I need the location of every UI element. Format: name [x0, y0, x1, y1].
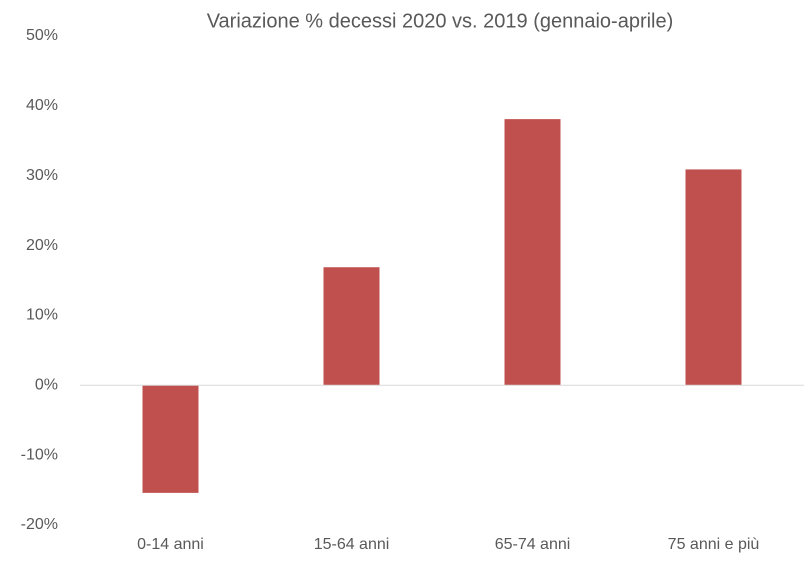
chart-title: Variazione % decessi 2020 vs. 2019 (genn…	[207, 10, 674, 32]
bar	[323, 267, 380, 386]
x-tick-label: 0-14 anni	[137, 536, 204, 553]
y-tick-label: 30%	[26, 167, 58, 184]
y-tick-label: 20%	[26, 237, 58, 254]
bar	[685, 169, 742, 386]
y-tick-label: -10%	[21, 446, 58, 463]
x-tick-label: 65-74 anni	[495, 536, 571, 553]
y-tick-label: 40%	[26, 97, 58, 114]
y-tick-label: 0%	[35, 377, 58, 394]
bar	[504, 119, 561, 386]
x-tick-label: 15-64 anni	[314, 536, 390, 553]
y-tick-label: -20%	[21, 516, 58, 533]
bar	[142, 385, 199, 493]
y-tick-label: 10%	[26, 307, 58, 324]
x-tick-label: 75 anni e più	[668, 536, 760, 553]
y-tick-label: 50%	[26, 27, 58, 44]
